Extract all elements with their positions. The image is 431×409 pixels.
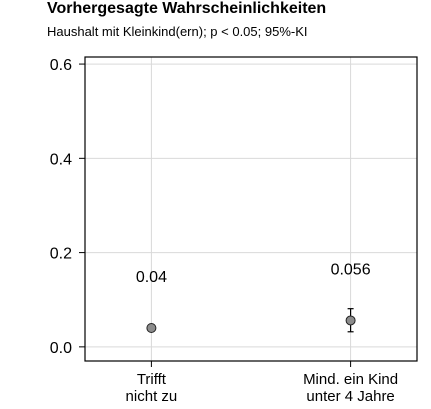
x-tick-label: unter 4 Jahre (306, 388, 394, 405)
data-point (146, 323, 157, 334)
data-labels: 0.04 0.056 (136, 261, 371, 286)
grid-lines (85, 57, 417, 361)
y-axis-ticks: 0.0 0.2 0.4 0.6 (50, 57, 85, 357)
y-tick-label: 0.2 (50, 246, 72, 263)
data-point (345, 315, 356, 326)
y-tick-label: 0.4 (50, 151, 72, 168)
data-points (146, 315, 356, 334)
plot-frame (84, 56, 418, 362)
chart-title: Vorhergesagte Wahrscheinlichkeiten (47, 0, 327, 17)
x-tick-label: Trifft (137, 371, 167, 388)
data-label: 0.056 (331, 261, 371, 278)
y-tick-label: 0.6 (50, 57, 72, 74)
x-tick-label: Mind. ein Kind (303, 371, 398, 388)
x-tick-label: nicht zu (126, 388, 178, 405)
data-label: 0.04 (136, 269, 167, 286)
y-tick-label: 0.0 (50, 340, 72, 357)
chart-subtitle: Haushalt mit Kleinkind(ern); p < 0.05; 9… (47, 24, 308, 39)
